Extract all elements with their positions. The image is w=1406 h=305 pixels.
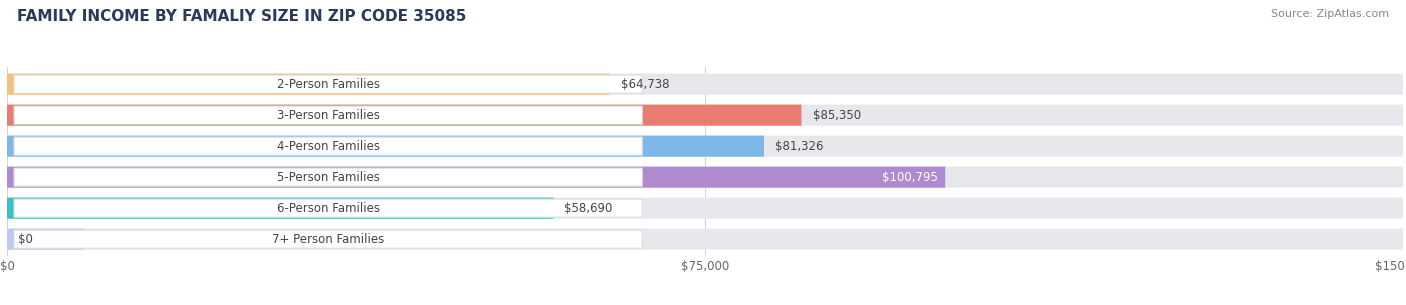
FancyBboxPatch shape: [7, 229, 84, 250]
FancyBboxPatch shape: [7, 229, 1403, 250]
Text: 4-Person Families: 4-Person Families: [277, 140, 380, 152]
Text: $85,350: $85,350: [813, 109, 860, 122]
FancyBboxPatch shape: [7, 74, 1403, 95]
FancyBboxPatch shape: [7, 105, 801, 126]
FancyBboxPatch shape: [7, 167, 945, 188]
FancyBboxPatch shape: [7, 167, 1403, 188]
Text: $58,690: $58,690: [564, 202, 613, 215]
FancyBboxPatch shape: [7, 136, 763, 157]
Text: FAMILY INCOME BY FAMALIY SIZE IN ZIP CODE 35085: FAMILY INCOME BY FAMALIY SIZE IN ZIP COD…: [17, 9, 467, 24]
FancyBboxPatch shape: [14, 199, 643, 217]
FancyBboxPatch shape: [7, 198, 554, 219]
Text: $81,326: $81,326: [775, 140, 824, 152]
FancyBboxPatch shape: [7, 136, 1403, 157]
FancyBboxPatch shape: [14, 137, 643, 155]
Text: Source: ZipAtlas.com: Source: ZipAtlas.com: [1271, 9, 1389, 19]
FancyBboxPatch shape: [14, 75, 643, 93]
Text: 5-Person Families: 5-Person Families: [277, 171, 380, 184]
FancyBboxPatch shape: [14, 106, 643, 124]
Text: $64,738: $64,738: [621, 78, 669, 91]
FancyBboxPatch shape: [7, 198, 1403, 219]
Text: $100,795: $100,795: [883, 171, 938, 184]
Text: 3-Person Families: 3-Person Families: [277, 109, 380, 122]
FancyBboxPatch shape: [14, 168, 643, 186]
FancyBboxPatch shape: [7, 74, 610, 95]
Text: 6-Person Families: 6-Person Families: [277, 202, 380, 215]
Text: $0: $0: [18, 233, 34, 246]
Text: 7+ Person Families: 7+ Person Families: [271, 233, 384, 246]
Text: 2-Person Families: 2-Person Families: [277, 78, 380, 91]
FancyBboxPatch shape: [14, 230, 643, 248]
FancyBboxPatch shape: [7, 105, 1403, 126]
